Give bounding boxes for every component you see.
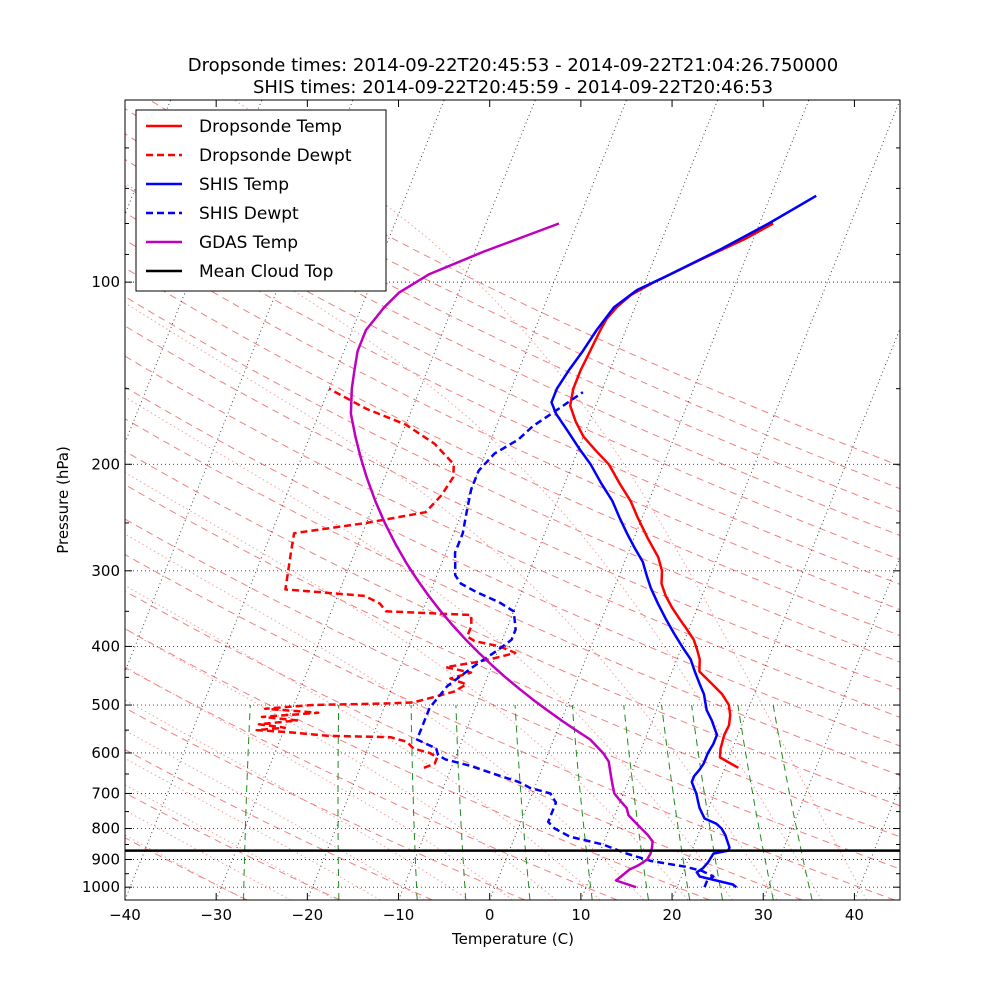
- x-tick-label: 20: [663, 906, 682, 924]
- y-tick-label: 100: [91, 273, 120, 291]
- legend-item-shis-dewpt: SHIS Dewpt: [146, 204, 299, 224]
- plot-frame: [124, 99, 901, 901]
- y-axis-label: Pressure (hPa): [54, 446, 72, 554]
- axis-ticks: −40 −30 −20 −10 0 10 20 30 40 100 200 300 400 500 600 7…: [82, 100, 900, 924]
- legend-item-gdas-temp: GDAS Temp: [146, 233, 298, 253]
- y-tick-label: 600: [91, 744, 120, 762]
- dry-adiabat: [125, 628, 710, 900]
- y-tick-label: 1000: [82, 878, 120, 896]
- legend-label-shis-temp: SHIS Temp: [199, 175, 289, 195]
- legend-label-mean-cloud-top: Mean Cloud Top: [199, 262, 333, 282]
- dry-adiabat: [125, 211, 900, 585]
- dry-adiabat: [125, 355, 900, 718]
- y-tick-label: 400: [91, 637, 120, 655]
- dry-adiabat: [125, 590, 803, 900]
- x-tick-label: 30: [754, 906, 773, 924]
- dry-adiabat: [125, 133, 900, 513]
- y-tick-label: 900: [91, 850, 120, 868]
- mixing-ratio-line: [243, 704, 251, 900]
- series-shis-temp: [550, 194, 817, 889]
- dry-adiabat: [125, 667, 618, 900]
- mixing-ratio-line: [410, 704, 418, 900]
- x-tick-label: −10: [383, 906, 415, 924]
- moist-adiabat: [125, 302, 778, 900]
- mixing-ratio-line: [337, 704, 340, 900]
- x-tick-label: −30: [200, 906, 232, 924]
- mixing-ratio-line: [691, 704, 724, 900]
- x-tick-label: −20: [292, 906, 324, 924]
- x-tick-label: 40: [845, 906, 864, 924]
- mixing-ratio-line: [455, 704, 467, 900]
- chart-title-line1: Dropsonde times: 2014-09-22T20:45:53 - 2…: [188, 55, 838, 76]
- mixing-ratio-line: [772, 704, 813, 900]
- x-tick-label: 10: [571, 906, 590, 924]
- y-tick-label: 800: [91, 820, 120, 838]
- dry-adiabat: [125, 749, 433, 900]
- x-tick-label: 0: [485, 906, 495, 924]
- legend-item-dropsonde-temp: Dropsonde Temp: [146, 117, 342, 137]
- dry-adiabat: [125, 267, 900, 637]
- legend-item-shis-temp: SHIS Temp: [146, 175, 289, 195]
- dry-adiabat: [125, 386, 900, 747]
- legend-label-dropsonde-temp: Dropsonde Temp: [199, 117, 342, 137]
- moist-adiabat: [125, 809, 291, 900]
- series-dropsonde-dewpt: [255, 387, 517, 769]
- dry-adiabat: [125, 518, 900, 870]
- y-tick-label: 700: [91, 784, 120, 802]
- mixing-ratio-line: [514, 704, 531, 900]
- dry-adiabat: [125, 484, 900, 838]
- mixing-ratio-line: [737, 704, 774, 900]
- y-tick-label: 500: [91, 696, 120, 714]
- series-gdas-temp: [349, 222, 654, 889]
- y-tick-label: 300: [91, 562, 120, 580]
- legend-label-dropsonde-dewpt: Dropsonde Dewpt: [199, 146, 352, 166]
- legend-label-gdas-temp: GDAS Temp: [199, 233, 298, 253]
- moist-adiabat: [125, 584, 601, 900]
- y-tick-label: 200: [91, 455, 120, 473]
- series-shis-dewpt: [415, 391, 715, 888]
- x-tick-label: −40: [109, 906, 141, 924]
- legend-item-mean-cloud-top: Mean Cloud Top: [146, 262, 333, 282]
- moist-adiabat: [234, 100, 868, 900]
- dry-adiabat: [125, 707, 525, 900]
- legend-label-shis-dewpt: SHIS Dewpt: [199, 204, 299, 224]
- mixing-ratio-line: [571, 704, 593, 900]
- mixing-ratio-line: [661, 704, 691, 900]
- legend: Dropsonde Temp Dropsonde Dewpt SHIS Temp…: [135, 109, 387, 292]
- dry-adiabat: [125, 296, 900, 663]
- legend-box: [135, 109, 387, 292]
- dry-adiabat: [125, 837, 248, 900]
- mixing-ratio-line: [623, 704, 649, 900]
- legend-item-dropsonde-dewpt: Dropsonde Dewpt: [146, 146, 352, 166]
- x-axis-label: Temperature (C): [451, 930, 574, 948]
- chart-title-line2: SHIS times: 2014-09-22T20:45:59 - 2014-0…: [253, 77, 773, 98]
- dry-adiabat: [125, 450, 900, 807]
- data-series: [125, 194, 900, 889]
- series-dropsonde-temp: [568, 222, 774, 769]
- moist-adiabat: [125, 182, 823, 900]
